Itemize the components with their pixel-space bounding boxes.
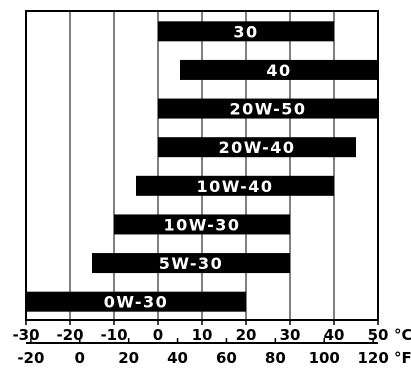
celsius-tick-label: 50 xyxy=(368,326,389,344)
celsius-tick-label: -30 xyxy=(12,326,39,344)
celsius-tick-label: -10 xyxy=(100,326,127,344)
fahrenheit-tick-label: 20 xyxy=(118,349,139,367)
fahrenheit-tick-label: 0 xyxy=(75,349,85,367)
bar-label: 40 xyxy=(266,61,291,80)
fahrenheit-tick-label: 100 xyxy=(309,349,340,367)
fahrenheit-tick-label: -20 xyxy=(17,349,44,367)
celsius-ticks: -30 -20 -10 0 10 20 30 40 50 xyxy=(12,320,388,344)
celsius-tick-label: 20 xyxy=(236,326,257,344)
fahrenheit-tick-label: 60 xyxy=(216,349,237,367)
fahrenheit-unit-label: °F xyxy=(394,349,411,367)
bar-label: 10W-40 xyxy=(196,177,273,196)
celsius-tick-label: 30 xyxy=(280,326,301,344)
bar-label: 20W-50 xyxy=(229,100,306,119)
fahrenheit-tick-label: 40 xyxy=(167,349,188,367)
bar-label: 0W-30 xyxy=(104,293,168,312)
celsius-tick-label: 40 xyxy=(324,326,345,344)
gridlines xyxy=(70,11,334,320)
bar-label: 20W-40 xyxy=(218,138,295,157)
fahrenheit-tick-label: 80 xyxy=(265,349,286,367)
bar-label: 5W-30 xyxy=(159,254,223,273)
celsius-tick-label: 10 xyxy=(192,326,213,344)
bar-label: 10W-30 xyxy=(163,215,240,234)
bar-label: 30 xyxy=(233,22,258,41)
celsius-tick-label: 0 xyxy=(153,326,163,344)
fahrenheit-tick-label: 120 xyxy=(357,349,388,367)
celsius-unit-label: °C xyxy=(394,326,411,344)
